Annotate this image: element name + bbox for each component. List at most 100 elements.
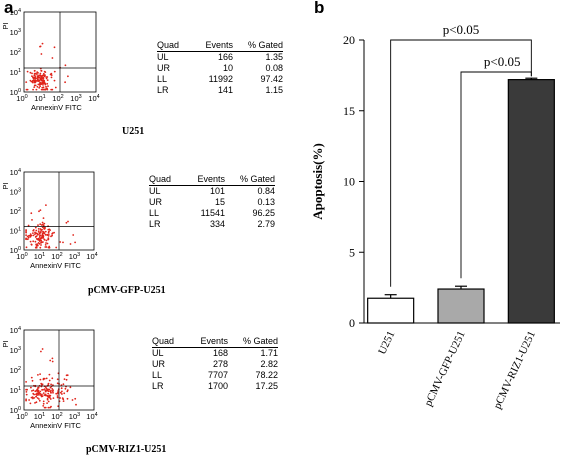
- event-dot: [47, 233, 50, 235]
- table-cell: 11541: [200, 208, 225, 218]
- event-dot: [47, 392, 50, 395]
- event-dot: [25, 88, 28, 91]
- event-dot: [36, 85, 39, 88]
- table-cell: 15: [214, 197, 225, 207]
- event-dot: [31, 379, 34, 382]
- dot-plot: 100100101101102102103103104104PIAnnexinV…: [1, 8, 100, 112]
- event-dot: [71, 399, 74, 401]
- y-tick-exponent: 4: [18, 168, 21, 174]
- table-row: LL 7707 78.22: [152, 370, 278, 381]
- y-tick-label: 100: [10, 88, 21, 97]
- event-dot: [32, 77, 35, 80]
- event-dot: [25, 393, 28, 396]
- event-dot: [39, 390, 42, 393]
- table-row: LL 11541 96.25: [149, 208, 275, 219]
- event-dot: [30, 243, 33, 246]
- table-row: LL 11992 97.42: [157, 74, 283, 85]
- y-tick-label: 103: [10, 346, 21, 355]
- event-dot: [40, 53, 43, 55]
- event-dot: [38, 76, 41, 79]
- x-tick-label: 101: [34, 252, 45, 261]
- event-dot: [47, 406, 50, 409]
- event-dot: [63, 378, 66, 380]
- column-header: % Gated: [233, 40, 283, 52]
- event-dot: [32, 88, 34, 91]
- event-dot: [34, 81, 36, 84]
- table-cell: LL: [152, 370, 163, 380]
- column-header: % Gated: [225, 174, 275, 186]
- event-dot: [39, 72, 42, 75]
- event-dot: [47, 231, 50, 234]
- event-dot: [45, 87, 48, 90]
- significance-bracket: p<0.05: [460, 54, 532, 279]
- y-tick-label: 102: [10, 207, 21, 216]
- x-tick-exponent: 4: [95, 252, 98, 258]
- event-dot: [57, 391, 59, 394]
- event-dot: [25, 234, 27, 236]
- table-cell: UR: [149, 197, 162, 207]
- table-row: LR 1700 17.25: [152, 381, 278, 392]
- event-dot: [47, 235, 50, 237]
- x-tick-label: 104: [86, 252, 97, 261]
- event-dot: [32, 392, 35, 395]
- event-dot: [44, 233, 47, 236]
- event-dot: [48, 396, 51, 399]
- event-dot: [43, 388, 46, 390]
- event-dot: [44, 244, 47, 246]
- table-row: UL 101 0.84: [149, 186, 275, 198]
- y-tick-exponent: 3: [18, 188, 21, 194]
- event-dot: [39, 74, 41, 77]
- event-dot: [35, 88, 38, 91]
- event-dot: [30, 80, 33, 83]
- event-dot: [40, 88, 43, 91]
- event-dot: [28, 399, 30, 401]
- flow-sample-3: 100 100 101 101 102 102 103 103 104 104 PI AnnexinV…: [0, 318, 300, 468]
- table-cell: 101: [209, 186, 225, 196]
- event-dot: [39, 373, 41, 375]
- event-dot: [74, 241, 76, 244]
- y-tick-label: 103: [10, 28, 21, 37]
- y-tick-label: 5: [349, 245, 355, 259]
- x-tick-exponent: 1: [42, 252, 45, 258]
- table-cell: 1.71: [260, 348, 278, 358]
- table-cell: 0.84: [257, 186, 275, 196]
- event-dot: [48, 388, 51, 391]
- y-axis-label: PI: [1, 182, 10, 189]
- apoptosis-bar-chart: 0 5 10 15 20 Apoptosis(%) U251 pCMV-GFP-U251 pCM…: [310, 22, 560, 411]
- table-cell: LL: [149, 208, 160, 218]
- event-dot: [38, 391, 41, 394]
- event-dot: [47, 400, 50, 403]
- event-dot: [36, 78, 39, 81]
- y-tick-exponent: 4: [18, 326, 21, 332]
- event-dot: [45, 242, 47, 244]
- event-dot: [37, 83, 40, 86]
- y-tick-label: 104: [10, 8, 21, 17]
- x-tick-label: 100: [16, 412, 27, 421]
- event-dot: [50, 392, 52, 394]
- event-dot: [40, 350, 42, 353]
- event-dot: [32, 389, 35, 392]
- event-dot: [56, 396, 59, 399]
- event-dot: [33, 72, 36, 75]
- flow-sample-2: 100 100 101 101 102 102 103 103 104 104 PI AnnexinV…: [0, 160, 300, 310]
- event-dot: [49, 406, 51, 409]
- event-dot: [44, 230, 47, 233]
- event-dot: [42, 217, 45, 219]
- gate-stats-table: Quad Events% Gated UL 166 1.35 UR 10 0.08 LL 1199…: [157, 40, 283, 96]
- event-dot: [38, 210, 40, 213]
- event-dot: [44, 83, 47, 86]
- event-dot: [65, 378, 68, 381]
- x-tick-exponent: 4: [97, 94, 100, 100]
- x-tick-label: 103: [69, 412, 80, 421]
- event-dot: [38, 236, 41, 238]
- event-dot: [26, 235, 29, 238]
- event-dot: [46, 242, 49, 245]
- sample-label: U251: [122, 126, 145, 137]
- event-dot: [44, 389, 47, 392]
- x-tick-exponent: 1: [43, 94, 46, 100]
- event-dot: [29, 233, 32, 235]
- x-tick-exponent: 1: [42, 412, 45, 418]
- event-dot: [47, 384, 50, 387]
- table-cell: 1700: [207, 381, 228, 391]
- event-dot: [30, 212, 33, 215]
